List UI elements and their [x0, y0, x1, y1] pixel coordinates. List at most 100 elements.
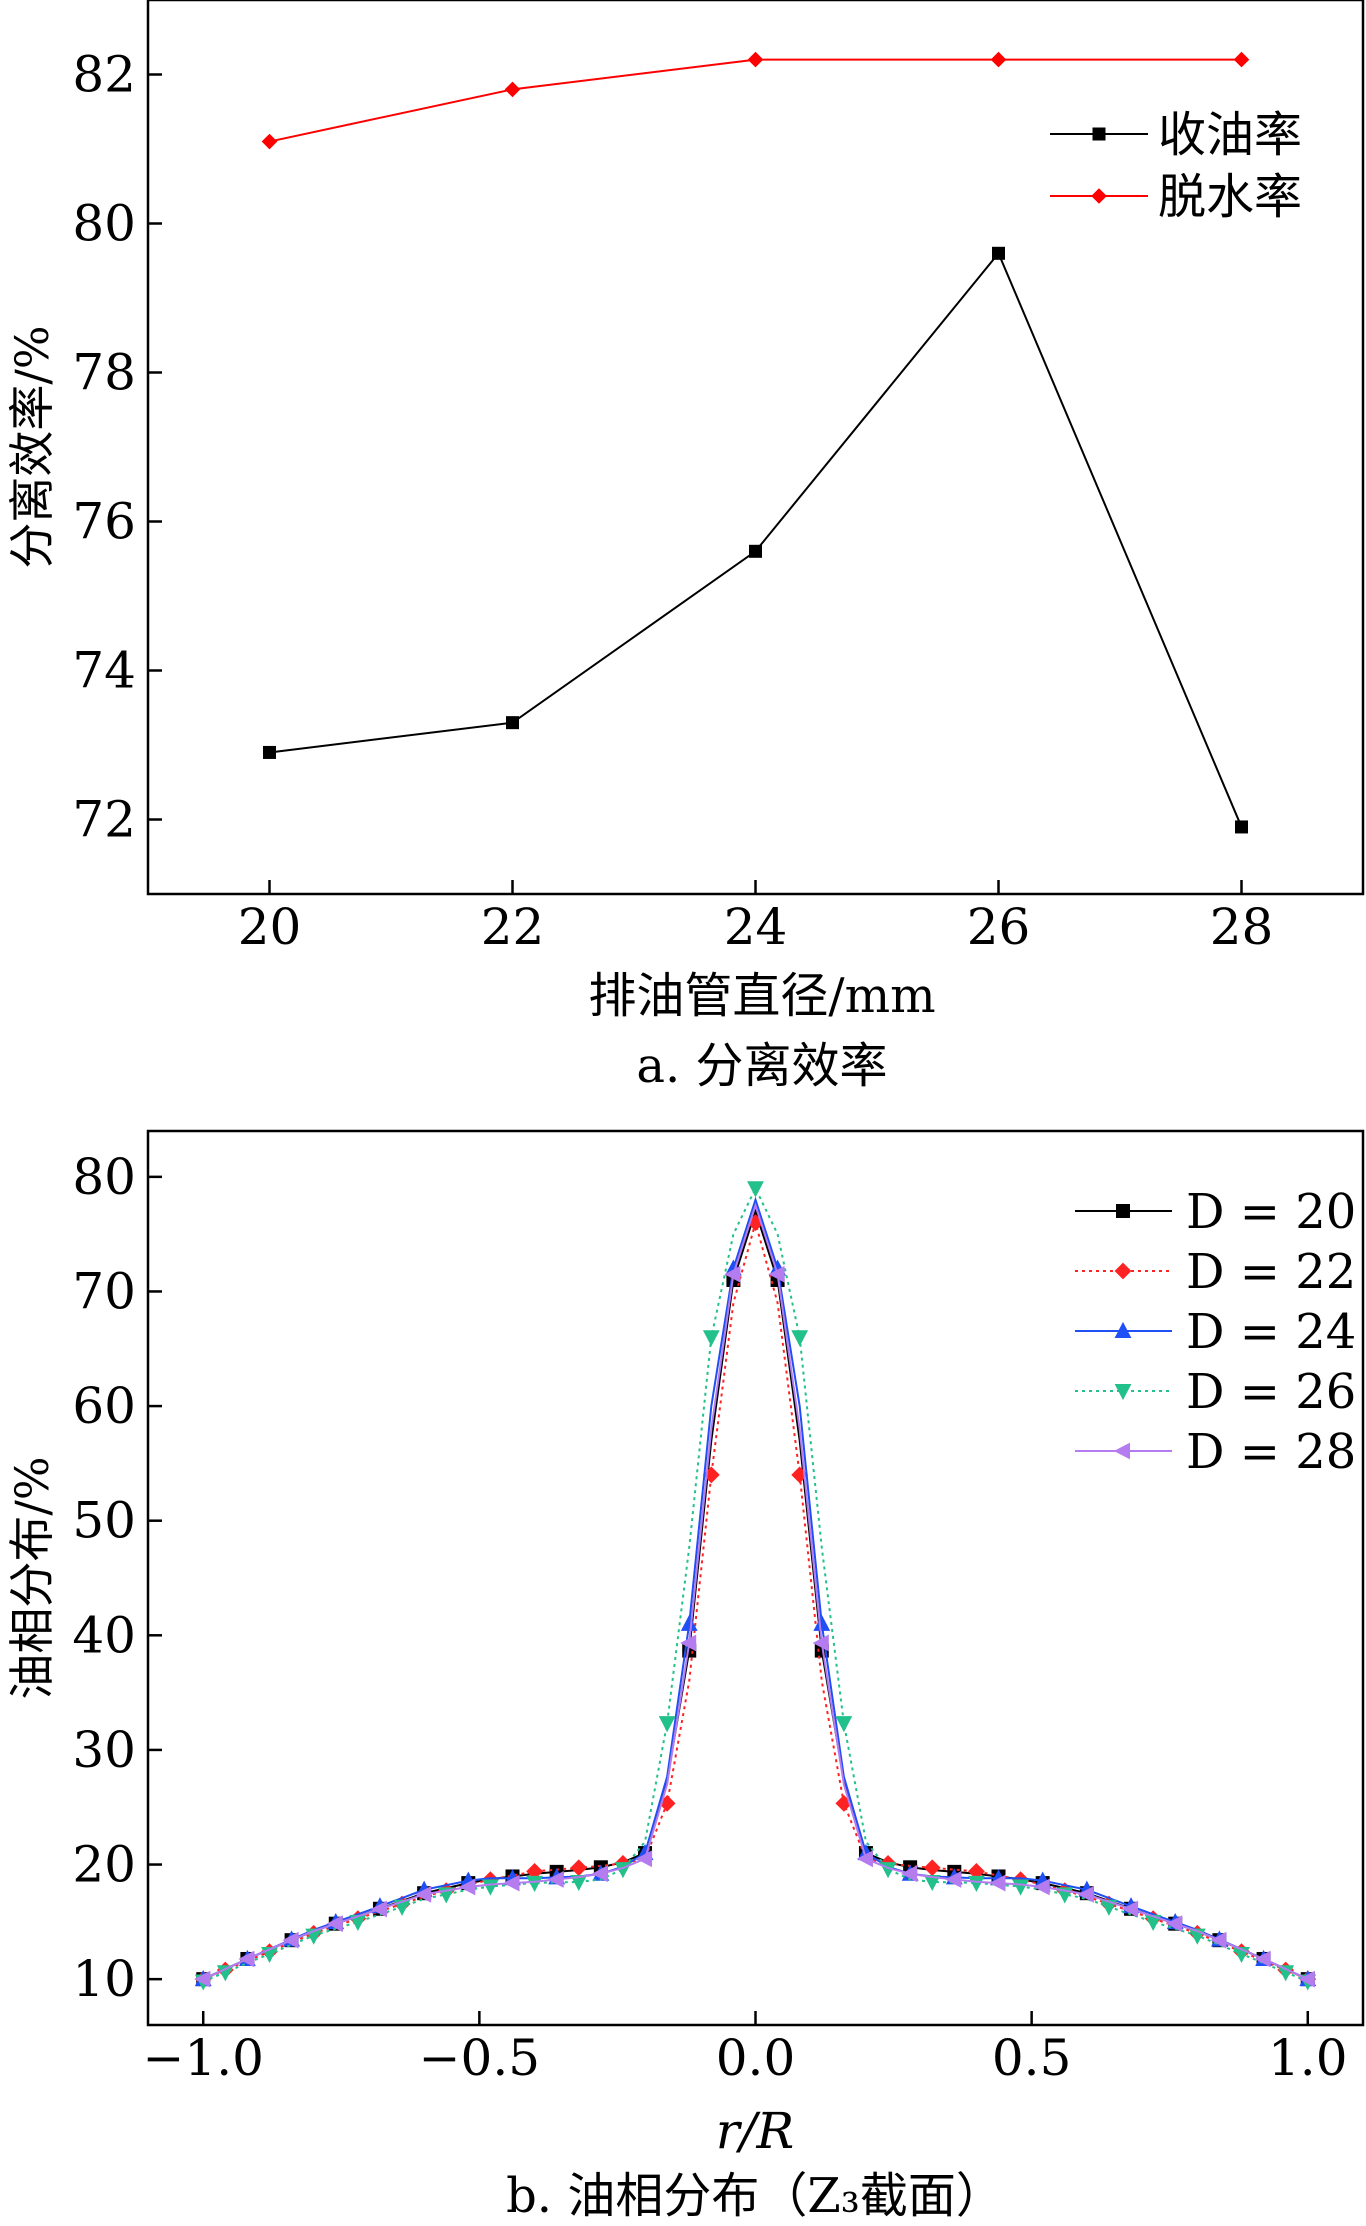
data-point: [326, 1915, 343, 1933]
legend-label: D = 24: [1186, 1304, 1356, 1360]
chart-caption: a. 分离效率: [636, 1038, 887, 1094]
data-point: [658, 1716, 676, 1733]
y-tick-label: 40: [72, 1606, 136, 1664]
data-point: [680, 1614, 698, 1631]
data-point: [570, 1874, 588, 1892]
x-tick-label: 0.5: [992, 2029, 1072, 2087]
series-line: [202, 1196, 1309, 1981]
data-point: [747, 1181, 764, 1198]
data-point: [482, 1879, 499, 1896]
x-axis-label: r/R: [716, 2102, 794, 2160]
y-tick-label: 70: [72, 1262, 136, 1320]
y-axis-label: 分离效率/%: [5, 325, 59, 568]
data-point: [702, 1330, 720, 1347]
data-point: [1298, 1970, 1315, 1988]
data-point: [261, 133, 278, 150]
data-point: [370, 1900, 387, 1918]
data-point: [968, 1863, 985, 1880]
data-point: [504, 81, 521, 98]
data-point: [547, 1871, 564, 1888]
data-point: [263, 745, 276, 759]
y-tick-label: 76: [72, 493, 136, 551]
data-point: [526, 1863, 543, 1880]
x-tick-label: 0.0: [716, 2029, 796, 2087]
legend-marker: [1113, 1442, 1130, 1460]
data-point: [813, 1614, 831, 1631]
legend-marker: [1092, 127, 1106, 141]
y-tick-label: 30: [72, 1721, 136, 1779]
data-point: [1012, 1879, 1029, 1896]
y-axis-label: 油相分布/%: [5, 1456, 59, 1699]
y-tick-label: 78: [72, 344, 136, 402]
data-point: [194, 1970, 211, 1988]
data-point: [216, 1965, 234, 1982]
data-point: [238, 1950, 255, 1968]
data-point: [749, 544, 762, 558]
x-tick-label: 1.0: [1268, 2029, 1348, 2087]
data-point: [680, 1634, 697, 1652]
legend-marker: [1114, 1262, 1132, 1280]
x-tick-label: −0.5: [419, 2029, 540, 2087]
data-point: [506, 716, 519, 730]
y-tick-label: 74: [72, 642, 136, 700]
x-tick-label: −1.0: [143, 2029, 264, 2087]
x-axis-label: 排油管直径/mm: [588, 968, 935, 1024]
legend-label: D = 20: [1186, 1184, 1356, 1240]
data-point: [1233, 51, 1250, 68]
y-tick-label: 50: [72, 1492, 136, 1550]
data-point: [992, 246, 1005, 260]
legend-marker: [1114, 1321, 1132, 1338]
data-point: [856, 1850, 873, 1868]
y-tick-label: 10: [72, 1950, 136, 2008]
legend: D = 20D = 22D = 24D = 26D = 28: [1075, 1184, 1356, 1480]
legend-marker: [1091, 188, 1107, 204]
y-tick-label: 20: [72, 1836, 136, 1894]
data-point: [570, 1859, 588, 1877]
data-point: [1033, 1878, 1050, 1896]
x-tick-label: 24: [724, 898, 788, 956]
chart-caption: b. 油相分布（Z₃截面）: [506, 2168, 1004, 2224]
x-tick-label: 20: [238, 898, 302, 956]
data-point: [503, 1874, 520, 1892]
series-line: [202, 1218, 1309, 1981]
data-point: [635, 1850, 653, 1868]
legend-label: 收油率: [1158, 107, 1302, 163]
data-point: [901, 1865, 918, 1883]
legend-label: 脱水率: [1158, 169, 1302, 225]
data-point: [1077, 1885, 1094, 1903]
data-point: [835, 1716, 853, 1733]
data-point: [835, 1795, 853, 1812]
data-point: [282, 1931, 299, 1949]
y-tick-label: 60: [72, 1377, 136, 1435]
y-tick-label: 80: [72, 1148, 136, 1206]
data-point: [658, 1795, 676, 1812]
data-point: [415, 1885, 432, 1903]
x-tick-label: 26: [967, 898, 1031, 956]
data-point: [989, 1874, 1006, 1892]
x-tick-label: 28: [1210, 898, 1274, 956]
data-point: [1254, 1950, 1271, 1968]
legend-label: D = 22: [1186, 1244, 1356, 1300]
data-point: [1235, 820, 1248, 834]
chart-b-oil-distribution: 10 20 30 40 50 60 70 80 −1.0 −0.5 0.0 0.5 1.0 D = 20…: [5, 1129, 1365, 2224]
data-point: [945, 1871, 962, 1888]
data-point: [1121, 1900, 1139, 1918]
legend-marker: [1116, 1204, 1130, 1218]
data-point: [923, 1859, 941, 1877]
data-point: [968, 1875, 985, 1892]
series-layer: [261, 51, 1250, 834]
data-point: [768, 1265, 785, 1283]
data-point: [526, 1875, 543, 1892]
y-tick-label: 82: [72, 46, 136, 104]
data-point: [459, 1878, 476, 1896]
axis-ticks: 10 20 30 40 50 60 70 80 −1.0 −0.5 0.0 0.5 1.0: [72, 1148, 1347, 2087]
axis-ticks: 72 74 76 78 80 82 20 22 24 26 28: [72, 46, 1273, 957]
data-point: [1166, 1915, 1183, 1933]
data-point: [923, 1874, 941, 1892]
data-point: [1210, 1931, 1227, 1949]
data-point: [791, 1330, 809, 1347]
plot-frame: [146, 1129, 1365, 2027]
series-line: [202, 1202, 1309, 1981]
